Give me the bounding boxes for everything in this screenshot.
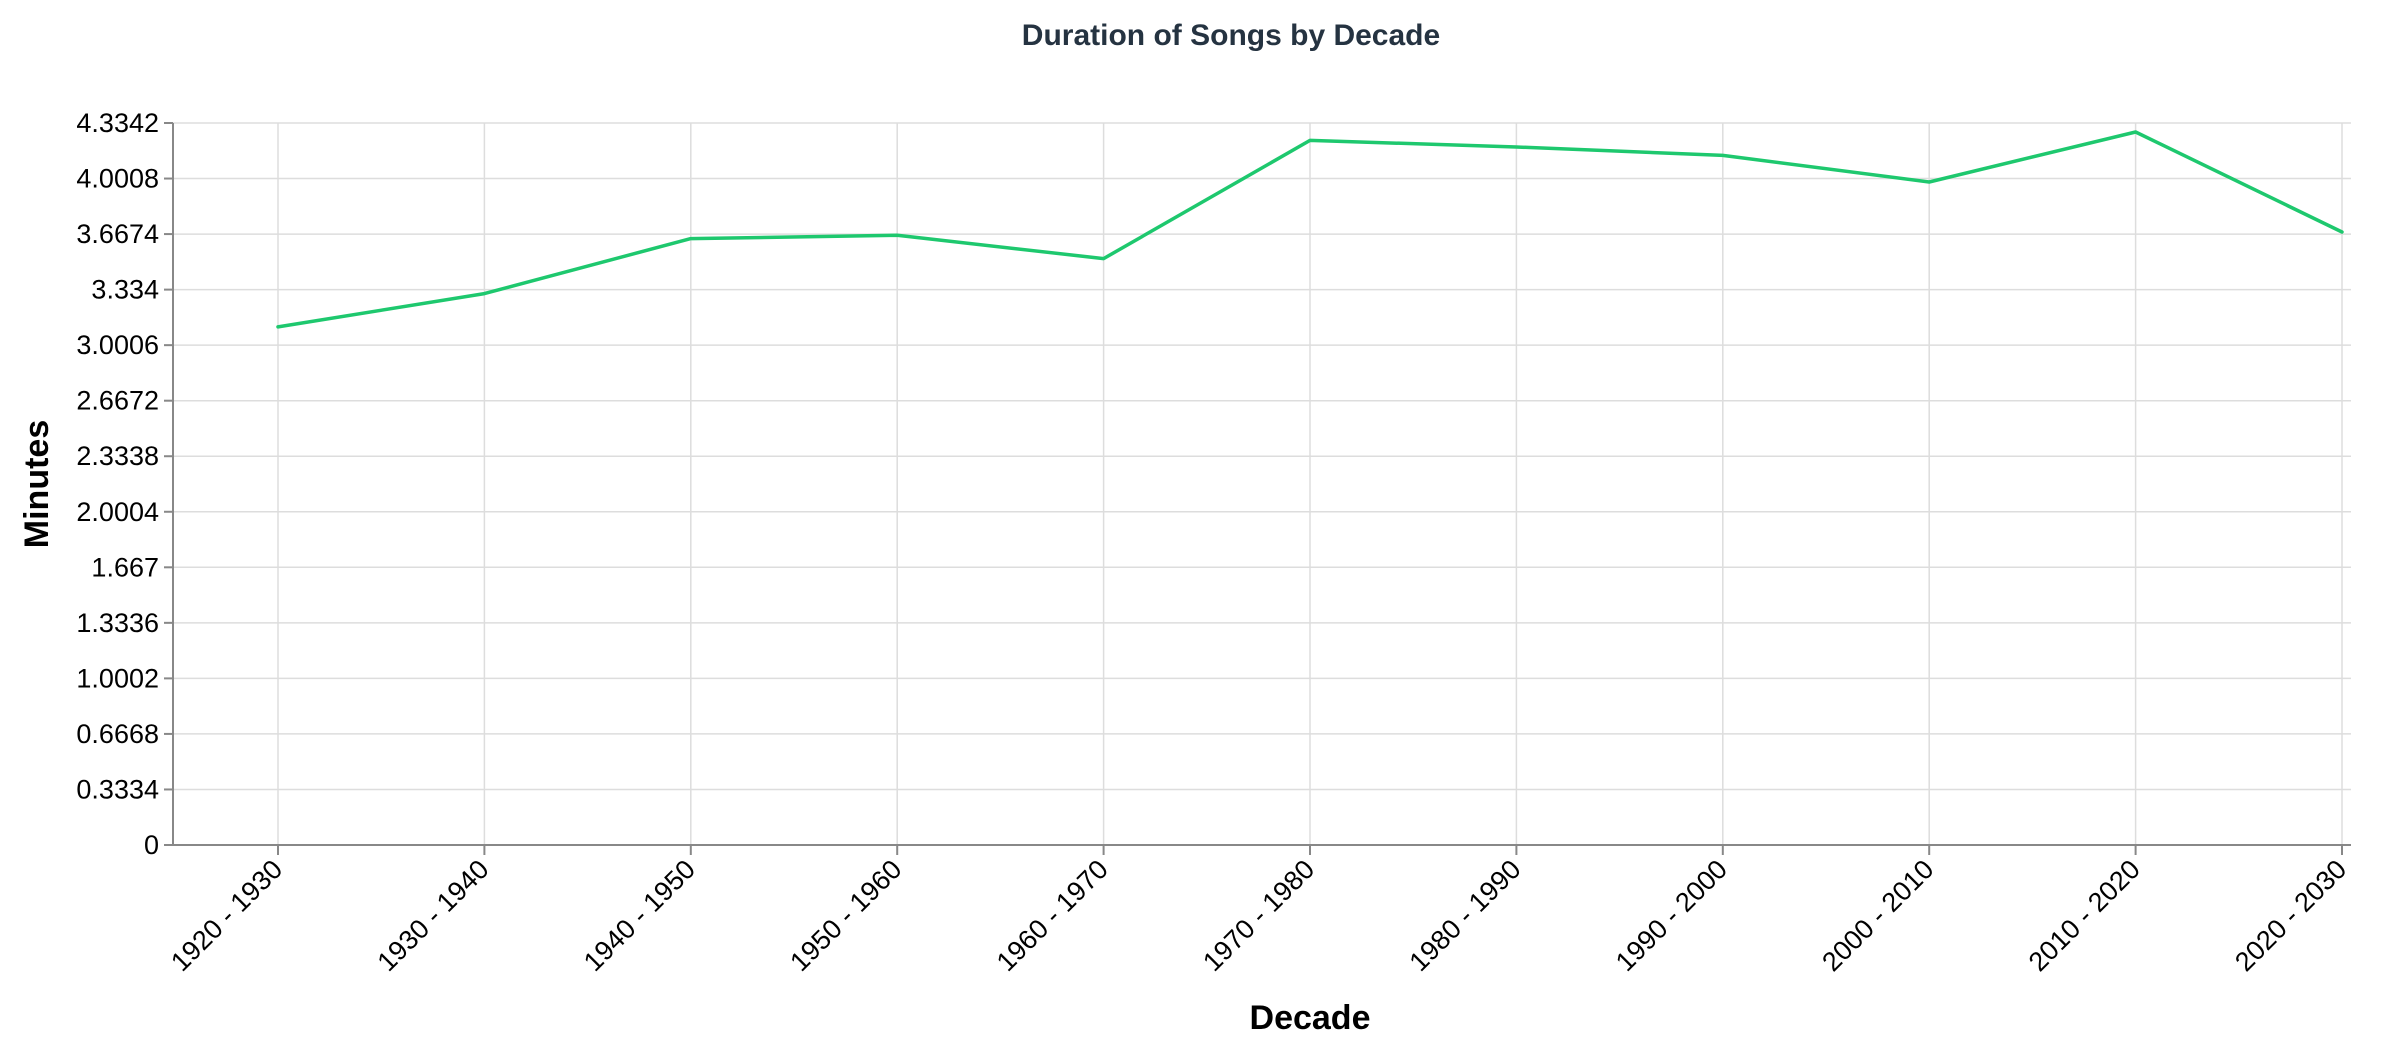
- y-axis-title: Minutes: [18, 420, 56, 548]
- y-tick-label: 1.667: [91, 552, 159, 582]
- axes: [172, 123, 2351, 846]
- y-tick-label: 0.6668: [76, 719, 159, 749]
- y-gridlines: [173, 122, 2351, 846]
- x-tick-label: 1920 - 1930: [165, 854, 288, 977]
- y-axis-ticks: 0 0.3334 0.6668 1.0002 1.3336 1.667 2.0004 2.33…: [76, 108, 173, 860]
- y-tick-label: 3.0006: [76, 330, 159, 360]
- y-tick-label: 1.0002: [76, 663, 159, 693]
- x-axis-title: Decade: [1250, 999, 1371, 1037]
- y-tick-label: 3.334: [91, 275, 159, 305]
- series-line: [276, 130, 2344, 329]
- y-tick-label: 0: [144, 830, 159, 860]
- y-tick-label: 4.3342: [76, 108, 159, 138]
- series-group: [276, 130, 2344, 329]
- x-tick-label: 1990 - 2000: [1610, 854, 1733, 977]
- x-tick-label: 2010 - 2020: [2023, 854, 2146, 977]
- x-axis-ticks: 1920 - 1930 1930 - 1940 1940 - 1950 1950 - …: [165, 845, 2352, 977]
- y-tick-label: 3.6674: [76, 219, 159, 249]
- x-tick-label: 1980 - 1990: [1404, 854, 1527, 977]
- y-tick-label: 4.0008: [76, 164, 159, 194]
- x-tick-label: 1970 - 1980: [1197, 854, 1320, 977]
- x-tick-label: 1960 - 1970: [991, 854, 1114, 977]
- y-tick-label: 2.6672: [76, 386, 159, 416]
- x-tick-label: 2000 - 2010: [1816, 854, 1939, 977]
- x-gridlines: [277, 123, 2343, 845]
- x-tick-label: 2020 - 2030: [2229, 854, 2352, 977]
- y-tick-label: 1.3336: [76, 608, 159, 638]
- chart-title: Duration of Songs by Decade: [1022, 19, 1440, 52]
- y-tick-label: 0.3334: [76, 774, 159, 804]
- x-tick-label: 1940 - 1950: [578, 854, 701, 977]
- x-tick-label: 1950 - 1960: [784, 854, 907, 977]
- y-tick-label: 2.3338: [76, 441, 159, 471]
- x-tick-label: 1930 - 1940: [372, 854, 495, 977]
- y-tick-label: 2.0004: [76, 497, 159, 527]
